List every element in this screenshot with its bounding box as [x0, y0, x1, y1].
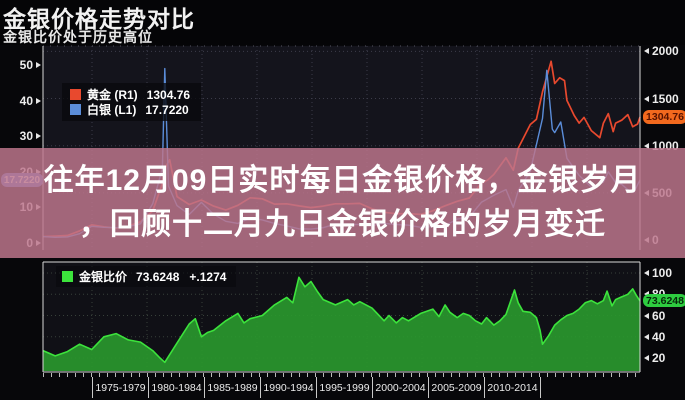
silver-legend-label: 白银 (L1)	[87, 101, 136, 118]
ratio-legend-label: 金银比价	[79, 268, 127, 285]
ratio-swatch-icon	[62, 271, 73, 282]
tick-arrow-icon	[36, 62, 41, 68]
axis-tick-label: 50	[0, 59, 41, 71]
tick-arrow-icon	[644, 48, 649, 54]
tick-arrow-icon	[644, 313, 649, 319]
x-axis-filler	[540, 377, 685, 398]
axis-tick-label: 30	[0, 130, 41, 142]
banner-line-2: ，回顾十二月九日金银价格的岁月变迁	[0, 203, 685, 247]
ratio-badge: 73.6248	[643, 294, 685, 307]
gold-legend-value: 1304.76	[147, 88, 190, 102]
tick-arrow-icon	[644, 334, 649, 340]
axis-tick-label: 60	[644, 310, 685, 322]
legend-row-gold: 黄金 (R1) 1304.76	[70, 87, 190, 102]
axis-tick-label: 40	[0, 95, 41, 107]
screen: 金银价格走势对比 金银比价处于历史高位 50 40 30 20 100 2000 1500 1…	[0, 0, 685, 400]
tick-arrow-icon	[36, 98, 41, 104]
x-axis-label: 2000-2004	[372, 377, 428, 398]
axis-tick-label: 40	[644, 331, 685, 343]
x-axis-label: 1975-1979	[92, 377, 148, 398]
axis-tick-label: 100	[644, 267, 685, 279]
tick-arrow-icon	[644, 270, 649, 276]
tick-arrow-icon	[644, 96, 649, 102]
silver-legend-value: 17.7220	[145, 103, 188, 117]
gold-price-badge: 1304.76	[643, 110, 685, 124]
x-axis-label: 1980-1984	[148, 377, 204, 398]
ratio-legend-change: +.1274	[189, 270, 226, 284]
silver-swatch-icon	[70, 104, 81, 115]
banner-line-1: 往年12月09日实时每日金银价格，金银岁月	[0, 159, 685, 203]
legend-row-ratio: 金银比价 73.6248 +.1274	[62, 269, 226, 284]
axis-tick-label: 1500	[644, 93, 685, 105]
x-axis-labels: 1975-19791980-19841985-19891990-19941995…	[0, 377, 685, 400]
ratio-legend-value: 73.6248	[136, 270, 179, 284]
ratio-chart-legend: 金银比价 73.6248 +.1274	[56, 266, 236, 287]
price-chart-legend: 黄金 (R1) 1304.76 白银 (L1) 17.7220	[62, 83, 201, 121]
tick-arrow-icon	[644, 355, 649, 361]
x-axis-label: 2010-2014	[484, 377, 540, 398]
x-axis-label: 1990-1994	[260, 377, 316, 398]
x-axis-spacer	[0, 377, 92, 400]
axis-tick-label: 2000	[644, 45, 685, 57]
header: 金银价格走势对比 金银比价处于历史高位	[0, 0, 685, 45]
x-axis-label: 1985-1989	[204, 377, 260, 398]
tick-arrow-icon	[36, 133, 41, 139]
gold-swatch-icon	[70, 89, 81, 100]
legend-row-silver: 白银 (L1) 17.7220	[70, 102, 190, 117]
x-axis-label: 2005-2009	[428, 377, 484, 398]
overlay-banner: 往年12月09日实时每日金银价格，金银岁月 ，回顾十二月九日金银价格的岁月变迁	[0, 148, 685, 258]
axis-tick-label: 20	[644, 352, 685, 364]
page-subtitle: 金银比价处于历史高位	[3, 27, 153, 47]
x-axis-label: 1995-1999	[316, 377, 372, 398]
